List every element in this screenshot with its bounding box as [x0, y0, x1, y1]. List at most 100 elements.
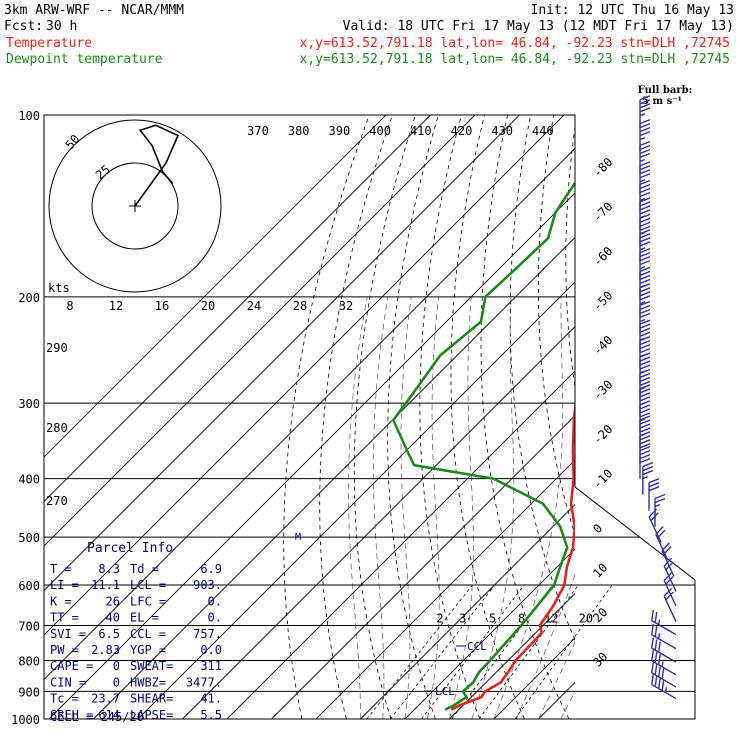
theta-tick-label: 370: [247, 124, 269, 138]
parcel-row-cell: LCL =: [130, 578, 166, 592]
dewpoint-legend-label: Dewpoint temperature: [6, 52, 163, 67]
theta-tick-label: 420: [451, 124, 473, 138]
wind-barb: [651, 609, 677, 636]
isotherm-line: [226, 370, 575, 719]
parcel-info-title: Parcel Info: [87, 541, 173, 556]
parcel-row-cell: 23.7: [91, 692, 120, 706]
isotherm-line: [44, 115, 565, 636]
dewpoint-location-line: x,y=613.52,791.18 lat,lon= 46.84, -92.23…: [300, 52, 730, 67]
isotherm-line: [44, 115, 476, 547]
diagram-frame: [43, 114, 696, 720]
dry-adiabat-line: [480, 115, 570, 719]
isotherm-line: [404, 548, 575, 719]
temperature-tick-label: -20: [590, 422, 615, 447]
parcel-row-cell: 5.5: [200, 708, 222, 722]
parcel-info-panel: Parcel Info T = 8.3 Td = 6.9 LI = 11.1 LCL = 90…: [50, 541, 222, 724]
parcel-row-cell: 311: [200, 659, 222, 673]
theta-tick-label: 430: [491, 124, 513, 138]
mixing-ratio-label: 20: [579, 611, 593, 625]
pressure-tick-label: 600: [18, 579, 40, 593]
temperature-location-line: x,y=613.52,791.18 lat,lon= 46.84, -92.23…: [300, 36, 730, 51]
theta-tick-label: 440: [532, 124, 554, 138]
speed-tick-label: 8: [66, 299, 73, 313]
hodograph-ring-inner: [91, 162, 179, 250]
valid-time: Valid: 18 UTC Fri 17 May 13 (12 MDT Fri …: [343, 19, 734, 34]
pressure-tick-label: 400: [18, 473, 40, 487]
temperature-trace: [450, 398, 575, 711]
forecast-hours: 30 h: [46, 19, 77, 34]
parcel-row-cell: CIN =: [50, 675, 86, 689]
temperature-tick-label: -60: [590, 244, 615, 269]
mixing-ratio-line: [421, 584, 525, 719]
parcel-row-cell: 903.: [193, 578, 222, 592]
isotherm-line: [538, 681, 575, 719]
temperature-tick-label: 0: [590, 521, 605, 536]
barb-legend-value: 5 m s⁻¹: [642, 96, 682, 107]
lcl-marker: LCL: [424, 685, 455, 698]
isotherm-line: [493, 637, 575, 719]
theta-e-label: 290: [46, 341, 68, 355]
parcel-row-cell: 26: [106, 594, 120, 608]
dry-adiabat-line: [283, 115, 370, 719]
wind-barb: [639, 300, 651, 334]
parcel-row-cell: SWEAT=: [130, 659, 173, 673]
parcel-row-cell: SVI =: [50, 627, 86, 641]
parcel-cell: CELL = 245/20: [50, 710, 144, 724]
pressure-tick-label: 1000: [11, 713, 40, 727]
wind-barb: [663, 572, 677, 607]
dewpoint-temperature-trace: [392, 181, 575, 711]
mixing-ratio-label: 5: [489, 611, 496, 625]
barb-legend-title: Full barb:: [638, 85, 693, 96]
wind-barb: [639, 445, 651, 479]
dry-adiabat-line: [353, 115, 416, 719]
isotherm-line: [271, 414, 575, 719]
mixing-ratio-label: 8: [518, 611, 525, 625]
moist-adiabat-line: [560, 690, 575, 719]
temperature-legend-label: Temperature: [6, 36, 92, 51]
pressure-tick-label: 300: [18, 397, 40, 411]
isotherm-line: [449, 592, 575, 719]
dry-adiabat-line: [419, 115, 481, 719]
temperature-tick-label: 30: [590, 650, 610, 670]
wind-barb: [661, 542, 675, 577]
theta-tick-label: 390: [329, 124, 351, 138]
parcel-row-cell: 0: [113, 659, 120, 673]
isotherm-line: [44, 115, 431, 503]
speed-tick-label: 32: [339, 299, 353, 313]
theta-e-label: 280: [46, 421, 68, 435]
theta-e-label: 270: [46, 494, 68, 508]
ccl-label: CCL: [467, 640, 487, 653]
speed-tick-label: 24: [247, 299, 261, 313]
moist-adiabat-line: [493, 296, 563, 719]
moist-adiabats: [348, 296, 575, 719]
speed-tick-label: 16: [155, 299, 169, 313]
mixing-ratio-label: 3: [459, 611, 466, 625]
parcel-row-cell: 8.3: [98, 562, 120, 576]
hodograph-ring-outer: [48, 119, 222, 293]
mixing-ratio-label: 2: [436, 611, 443, 625]
speed-tick-label: 20: [201, 299, 215, 313]
dry-adiabat-line: [668, 115, 740, 719]
moist-adiabat-line: [471, 296, 515, 719]
parcel-row-cell: K =: [50, 594, 72, 608]
parcel-row-cell: Tc =: [50, 692, 79, 706]
parcel-row-cell: LFC =: [130, 594, 166, 608]
mixing-ratio-line: [366, 584, 473, 719]
parcel-row-cell: 0.: [208, 594, 222, 608]
wind-barb: [648, 478, 660, 511]
moist-adiabat-line: [400, 296, 412, 719]
pressure-tick-label: 100: [18, 109, 40, 123]
wind-barb: [642, 461, 654, 495]
wind-barb: [639, 119, 651, 152]
isotherm-line: [44, 115, 520, 592]
parcel-row-cell: TT =: [50, 611, 79, 625]
lcl-label: LCL: [435, 685, 455, 698]
dry-adiabat-line: [319, 115, 393, 719]
wind-barbs: [639, 95, 677, 700]
dry-adiabat-line: [509, 115, 575, 642]
model-title: 3km ARW-WRF -- NCAR/MMM: [4, 3, 184, 18]
speed-tick-label: 12: [109, 299, 123, 313]
parcel-row-cell: 6.9: [200, 562, 222, 576]
hodograph-ring-label-50: 50: [63, 132, 83, 152]
